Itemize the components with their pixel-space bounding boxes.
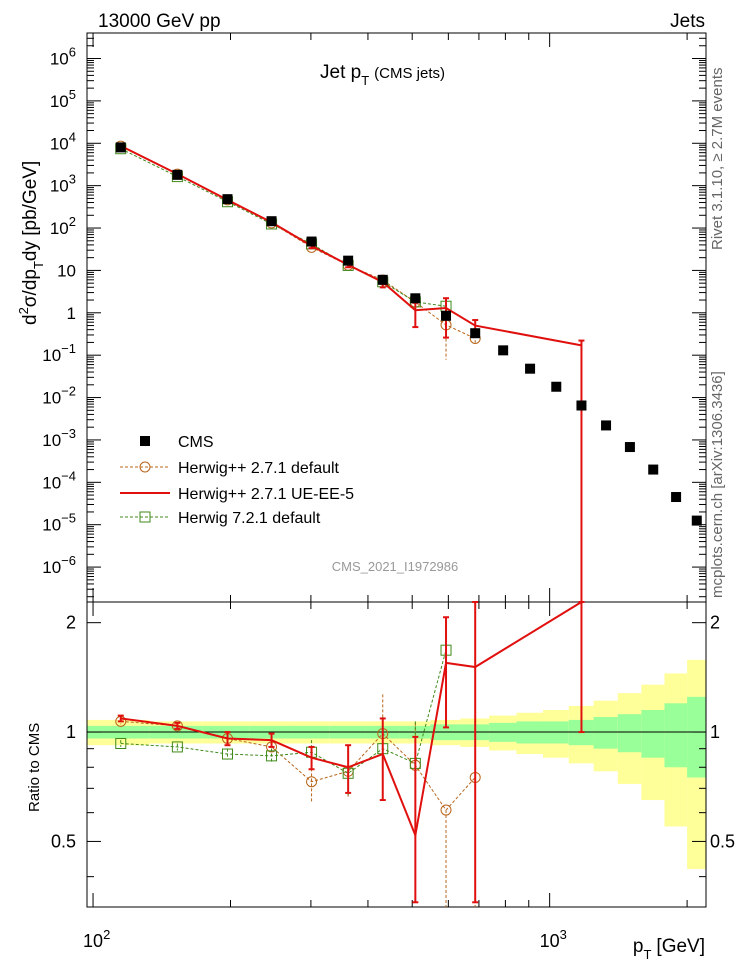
cms-data-point bbox=[601, 420, 612, 431]
cms-data-point bbox=[691, 515, 702, 526]
cms-data-point bbox=[343, 255, 354, 266]
ratio-y-tick-label-right: 2 bbox=[710, 613, 720, 633]
ratio-series-herwig721-default bbox=[115, 616, 452, 821]
ratio-plot-frame bbox=[86, 601, 707, 908]
ratio-uncertainty-bands bbox=[87, 659, 706, 869]
legend-label-herwig721-default: Herwig 7.2.1 default bbox=[178, 510, 321, 527]
ratio-y-axis-label: Ratio to CMS bbox=[26, 723, 43, 812]
cms-data-point bbox=[266, 216, 277, 227]
herwig721-default-ratio-point bbox=[221, 748, 233, 760]
cms-data-point bbox=[410, 293, 421, 304]
herwig721-default-ratio-point bbox=[266, 750, 278, 762]
y-tick-label: 104 bbox=[50, 129, 76, 153]
y-tick-label: 105 bbox=[50, 87, 76, 111]
herwig271-default-ratio-point bbox=[306, 776, 318, 788]
ratio-y-tick-label-left: 2 bbox=[66, 613, 76, 633]
band-inner-bin bbox=[687, 696, 706, 778]
cms-data-point bbox=[172, 169, 183, 180]
y-axis-label: d2σ/dpTdy [pb/GeV] bbox=[16, 161, 46, 325]
herwig721-default-ratio-point bbox=[171, 741, 183, 753]
cms-data-point bbox=[377, 274, 388, 285]
legend-label-herwig271-default: Herwig++ 2.7.1 default bbox=[178, 460, 340, 477]
legend-marker-herwig721-default bbox=[139, 511, 151, 523]
main-series-herwig271-ue-ee5 bbox=[117, 143, 585, 603]
side-mcplots-ref: mcplots.cern.ch [arXiv:1306.3436] bbox=[709, 371, 726, 598]
herwig271-ue-ee5-line bbox=[120, 144, 582, 347]
cms-data-point bbox=[306, 236, 317, 247]
band-inner-bin bbox=[664, 703, 688, 768]
ratio-y-tick-label-left: 1 bbox=[66, 722, 76, 742]
ratio-y-tick-label-right: 1 bbox=[710, 722, 720, 742]
band-inner-bin bbox=[641, 709, 665, 758]
cms-data-point bbox=[498, 345, 509, 356]
y-tick-label: 10−5 bbox=[42, 511, 76, 535]
cms-data-point bbox=[576, 400, 587, 411]
main-series-cms bbox=[115, 142, 702, 526]
header-category: Jets bbox=[670, 11, 705, 32]
legend-marker-cms bbox=[140, 436, 150, 446]
y-tick-label: 10−2 bbox=[42, 384, 76, 408]
cms-data-point bbox=[441, 310, 452, 321]
main-series-herwig271-default bbox=[115, 140, 481, 360]
ratio-series-herwig271-ue-ee5 bbox=[117, 601, 585, 904]
y-tick-label: 10−1 bbox=[42, 341, 76, 365]
band-inner-bin bbox=[617, 714, 642, 753]
axis-ticks: 102 10310610510410310210110−110−210−310−4… bbox=[42, 32, 735, 951]
cms-data-point bbox=[551, 381, 562, 392]
legend: CMS Herwig++ 2.7.1 default Herwig++ 2.7.… bbox=[120, 434, 354, 527]
analysis-watermark: CMS_2021_I1972986 bbox=[332, 559, 459, 574]
y-tick-label: 10−4 bbox=[42, 468, 76, 492]
cms-data-point bbox=[222, 194, 233, 205]
plot-title: Jet pT (CMS jets) bbox=[320, 62, 445, 88]
band-inner-bin bbox=[593, 717, 618, 749]
y-tick-label: 106 bbox=[50, 45, 76, 69]
cms-data-point bbox=[525, 363, 536, 374]
cms-data-point bbox=[470, 328, 481, 339]
x-tick-label: 103 bbox=[540, 927, 567, 951]
legend-marker-herwig271-default bbox=[139, 461, 151, 473]
herwig721-default-line bbox=[120, 148, 447, 307]
y-tick-label: 1 bbox=[67, 304, 76, 323]
cms-data-point bbox=[648, 464, 659, 475]
y-tick-label: 10 bbox=[57, 261, 76, 280]
legend-label-cms: CMS bbox=[178, 434, 214, 451]
legend-label-herwig271-ue-ee5: Herwig++ 2.7.1 UE-EE-5 bbox=[178, 486, 354, 503]
y-tick-label: 10−3 bbox=[42, 426, 76, 450]
x-tick-label: 102 bbox=[83, 927, 110, 951]
y-tick-label: 10−6 bbox=[42, 553, 76, 577]
x-axis-label: pT [GeV] bbox=[633, 936, 705, 962]
y-tick-label: 102 bbox=[50, 214, 76, 238]
herwig721-default-ratio-point bbox=[115, 738, 127, 750]
side-rivet-version: Rivet 3.1.10, ≥ 2.7M events bbox=[709, 68, 726, 251]
ratio-y-tick-label-right: 0.5 bbox=[710, 831, 735, 851]
cms-data-point bbox=[115, 142, 126, 153]
cms-data-point bbox=[624, 442, 635, 453]
header-energy: 13000 GeV pp bbox=[98, 11, 221, 32]
ratio-y-tick-label-left: 0.5 bbox=[51, 831, 76, 851]
cms-data-point bbox=[671, 492, 682, 503]
y-tick-label: 103 bbox=[50, 172, 76, 196]
herwig721-default-ratio-line bbox=[120, 650, 447, 774]
